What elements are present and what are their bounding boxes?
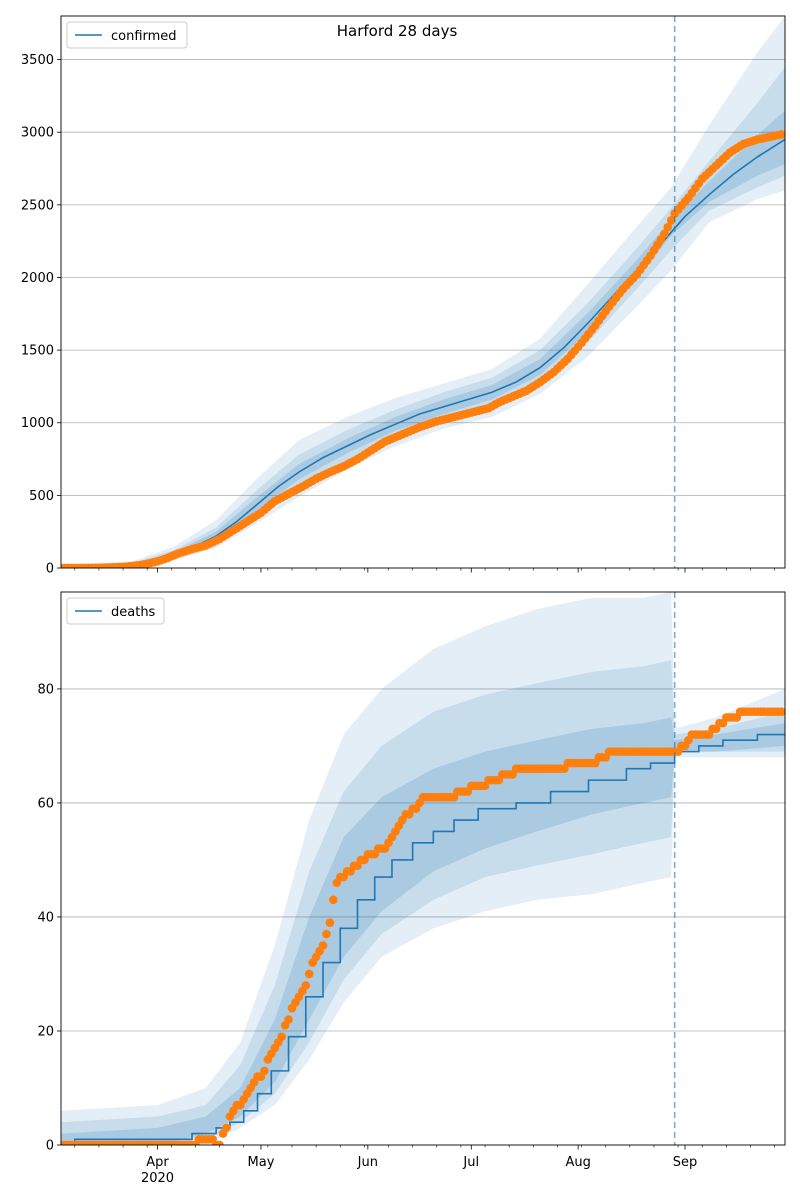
observed-point [284, 1015, 293, 1024]
observed-point [260, 1066, 269, 1076]
y-tick-label: 40 [37, 910, 54, 925]
model-series-line [61, 733, 785, 1145]
y-tick-label: 2500 [21, 198, 54, 213]
y-tick-label: 1000 [21, 416, 54, 431]
figure-title: Harford 28 days [337, 22, 458, 40]
uncertainty-band [61, 16, 785, 568]
y-tick-label: 20 [37, 1024, 54, 1039]
legend-box [66, 597, 165, 625]
y-tick-label: 60 [37, 796, 54, 811]
uncertainty-band [61, 592, 785, 1145]
x-tick-label: Sep [673, 1155, 698, 1170]
plot-area [61, 16, 785, 568]
plot-frame [60, 15, 786, 569]
y-tick-label: 0 [46, 562, 54, 577]
legend-label: deaths [111, 605, 156, 620]
observed-point [777, 130, 785, 139]
confirmed-panel: 0 500 1000 1500 2000 2500 3000 3500 confirmed [21, 15, 786, 577]
x-tick-label: May [248, 1155, 275, 1170]
observed-point [215, 1140, 224, 1145]
observed-point [663, 222, 673, 232]
plot-frame [60, 591, 786, 1146]
plot-area [61, 592, 785, 1145]
legend-box [66, 21, 188, 49]
x-tick-sublabel: 2020 [141, 1171, 174, 1186]
observed-point [329, 895, 338, 905]
x-tick-label: Aug [565, 1155, 590, 1170]
x-tick-label: Apr [146, 1155, 169, 1170]
legend-label: confirmed [111, 29, 177, 44]
y-tick-label: 500 [29, 489, 54, 504]
observed-point [222, 1123, 231, 1133]
y-tick-label: 2000 [21, 271, 54, 286]
observed-point [277, 1032, 286, 1041]
observed-point [660, 229, 669, 239]
y-tick-label: 3500 [21, 53, 54, 68]
x-tick-label: Jun [357, 1155, 378, 1170]
observed-point [322, 929, 331, 939]
observed-point [325, 918, 335, 927]
observed-point [777, 707, 785, 717]
uncertainty-band [61, 660, 785, 1145]
x-tick-label: Jul [462, 1155, 479, 1170]
observed-point [301, 981, 311, 990]
y-tick-label: 0 [46, 1139, 54, 1154]
observed-point [304, 969, 314, 979]
y-tick-label: 3000 [21, 126, 54, 141]
observed-point [318, 941, 328, 950]
observed-point [666, 216, 676, 225]
y-tick-label: 1500 [21, 344, 54, 359]
y-tick-label: 80 [37, 682, 54, 697]
